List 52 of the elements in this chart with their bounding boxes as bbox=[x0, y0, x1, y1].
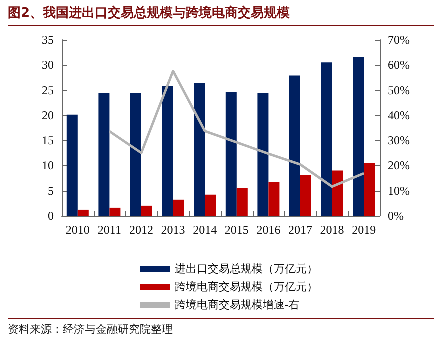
x-tick-label: 2016 bbox=[256, 223, 281, 237]
bar bbox=[194, 83, 206, 216]
bar bbox=[78, 210, 89, 216]
y-tick-label: 15 bbox=[42, 134, 54, 148]
bar bbox=[353, 57, 364, 216]
y2-tick-label: 60% bbox=[388, 58, 410, 72]
bar bbox=[268, 182, 280, 216]
x-tick-label: 2011 bbox=[98, 223, 122, 237]
bar bbox=[98, 93, 110, 216]
legend-label: 跨境电商交易规模增速-右 bbox=[175, 298, 300, 312]
y2-tick-label: 10% bbox=[388, 184, 410, 198]
legend-label: 跨境电商交易规模（万亿元） bbox=[175, 280, 318, 294]
bar bbox=[173, 200, 184, 216]
y-tick-label: 0 bbox=[48, 209, 54, 223]
chart-title: 图2、我国进出口交易总规模与跨境电商交易规模 bbox=[8, 4, 434, 26]
x-tick-label: 2017 bbox=[288, 223, 312, 237]
y-tick-label: 35 bbox=[42, 33, 54, 47]
bar bbox=[364, 163, 376, 216]
bar bbox=[236, 188, 248, 216]
y2-tick-label: 50% bbox=[388, 83, 410, 98]
x-tick-label: 2014 bbox=[193, 223, 218, 237]
x-tick-label: 2010 bbox=[66, 223, 90, 237]
bar bbox=[258, 93, 269, 216]
x-tick-label: 2019 bbox=[352, 223, 376, 237]
text: 资料来源：经济与金融研究院整理 bbox=[8, 318, 434, 337]
bar bbox=[130, 93, 142, 216]
bar bbox=[110, 208, 121, 216]
y2-tick-label: 30% bbox=[388, 134, 410, 148]
bar bbox=[290, 76, 300, 216]
y-tick-label: 25 bbox=[42, 83, 54, 98]
x-tick-label: 2015 bbox=[224, 223, 249, 237]
bar bbox=[226, 92, 237, 216]
bar bbox=[142, 206, 152, 216]
bar bbox=[332, 170, 344, 216]
x-tick-label: 2012 bbox=[130, 223, 154, 237]
y2-tick-label: 40% bbox=[388, 108, 410, 122]
bar bbox=[300, 175, 312, 216]
bar bbox=[205, 194, 216, 216]
x-tick-label: 2018 bbox=[320, 223, 344, 237]
bar bbox=[162, 86, 174, 216]
y2-tick-label: 0% bbox=[388, 209, 404, 223]
bar bbox=[66, 114, 78, 216]
y2-tick-label: 20% bbox=[388, 158, 410, 173]
y-tick-label: 10 bbox=[42, 158, 54, 173]
bar bbox=[321, 62, 332, 216]
legend-label: 进出口交易总规模（万亿元） bbox=[175, 262, 318, 276]
y-tick-label: 5 bbox=[48, 184, 54, 198]
line-series bbox=[108, 70, 366, 188]
x-tick-label: 2013 bbox=[161, 223, 186, 237]
y2-tick-label: 70% bbox=[388, 33, 410, 47]
y-tick-label: 20 bbox=[42, 108, 54, 122]
y-tick-label: 30 bbox=[42, 58, 54, 72]
